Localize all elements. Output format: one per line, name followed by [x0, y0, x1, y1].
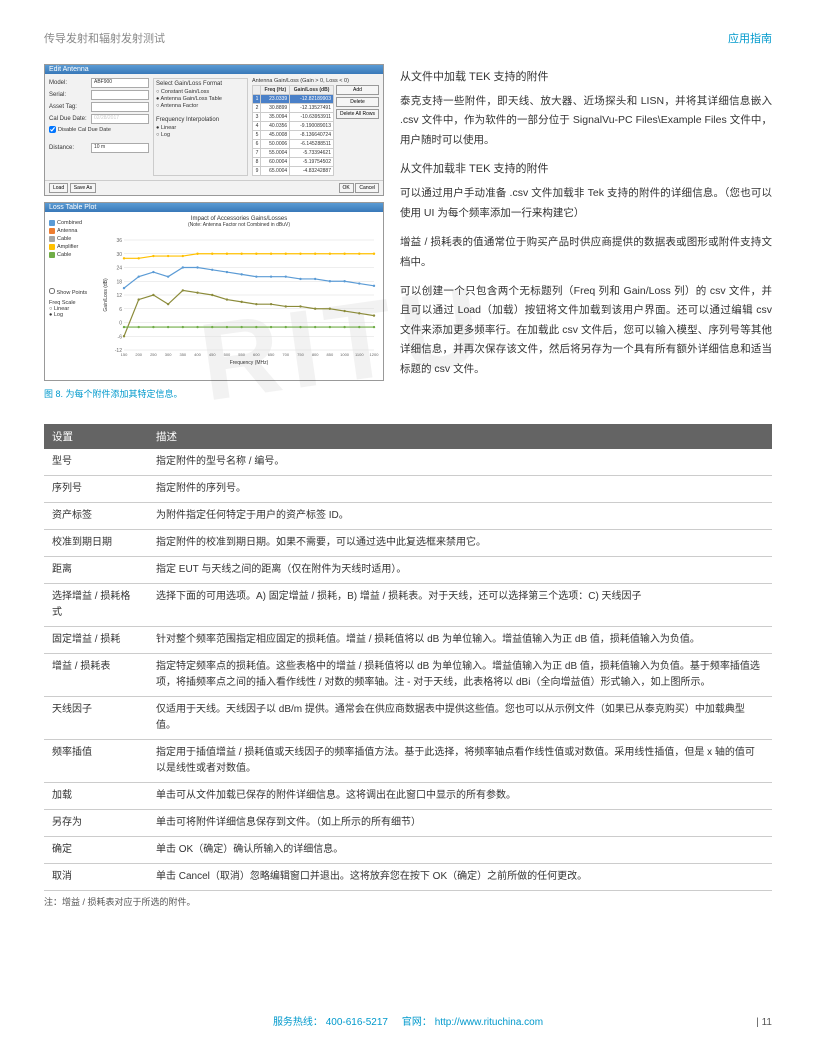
- add-button[interactable]: Add: [336, 85, 379, 95]
- edit-antenna-dialog: Edit Antenna Model:ABF900 Serial: Asset …: [44, 64, 384, 196]
- svg-text:650: 650: [268, 352, 275, 357]
- header-right: 应用指南: [728, 30, 772, 46]
- chart-legend: CombinedAntennaCableAmplifierCable Show …: [49, 216, 99, 376]
- cal-label: Cal Due Date:: [49, 116, 91, 122]
- asset-input[interactable]: [91, 102, 149, 112]
- table-row: 资产标签为附件指定任何特定于用户的资产标签 ID。: [44, 503, 772, 530]
- svg-text:1000: 1000: [340, 352, 350, 357]
- opt-linear[interactable]: ● Linear: [156, 125, 245, 131]
- delete-all-button[interactable]: Delete All Rows: [336, 109, 379, 119]
- table-row: 加载单击可从文件加载已保存的附件详细信息。这将调出在此窗口中显示的所有参数。: [44, 783, 772, 810]
- page-footer: 服务热线： 400-616-5217 官网： http://www.rituch…: [0, 1013, 816, 1028]
- opt-log[interactable]: ○ Log: [156, 132, 245, 138]
- svg-text:30: 30: [116, 252, 122, 258]
- svg-text:200: 200: [135, 352, 142, 357]
- distance-label: Distance:: [49, 145, 91, 151]
- gain-section-title: Select Gain/Loss Format: [156, 81, 245, 87]
- footer-url[interactable]: http://www.rituchina.com: [435, 1017, 543, 1028]
- distance-input[interactable]: 10 m: [91, 143, 149, 153]
- table-row: 确定单击 OK（确定）确认所输入的详细信息。: [44, 837, 772, 864]
- svg-text:750: 750: [297, 352, 304, 357]
- svg-text:350: 350: [179, 352, 186, 357]
- paragraph: 泰克支持一些附件，即天线、放大器、近场探头和 LISN，并将其详细信息嵌入 .c…: [400, 92, 772, 150]
- table-row: 另存为单击可将附件详细信息保存到文件。（如上所示的所有细节）: [44, 810, 772, 837]
- table-row: 天线因子仅适用于天线。天线因子以 dB/m 提供。通常会在供应商数据表中提供这些…: [44, 697, 772, 740]
- opt-constant[interactable]: ○ Constant Gain/Loss: [156, 89, 245, 95]
- svg-text:0: 0: [119, 321, 122, 327]
- save-button[interactable]: Save As: [70, 183, 96, 193]
- chart-caption: Impact of Accessories Gains/Losses(Note:…: [99, 216, 379, 228]
- load-button[interactable]: Load: [49, 183, 68, 193]
- svg-text:18: 18: [116, 279, 122, 285]
- asset-label: Asset Tag:: [49, 104, 91, 110]
- paragraph: 增益 / 损耗表的值通常位于购买产品时供应商提供的数据表或图形或附件支持文档中。: [400, 233, 772, 272]
- cal-input[interactable]: 02/28/2017: [91, 114, 149, 124]
- paragraph: 可以通过用户手动准备 .csv 文件加载非 Tek 支持的附件的详细信息。（您也…: [400, 184, 772, 223]
- cancel-button[interactable]: Cancel: [355, 183, 379, 193]
- table-row: 序列号指定附件的序列号。: [44, 476, 772, 503]
- table-note: 注：增益 / 损耗表对应于所选的附件。: [44, 895, 772, 908]
- footer-phone: 400-616-5217: [326, 1017, 388, 1028]
- svg-text:150: 150: [121, 352, 128, 357]
- svg-text:24: 24: [116, 266, 122, 272]
- serial-input[interactable]: [91, 90, 149, 100]
- svg-text:1100: 1100: [355, 352, 364, 357]
- serial-label: Serial:: [49, 92, 91, 98]
- svg-text:300: 300: [165, 352, 172, 357]
- dialog-title: Edit Antenna: [45, 65, 383, 74]
- svg-text:250: 250: [150, 352, 157, 357]
- table-row: 固定增益 / 损耗针对整个频率范围指定相应固定的损耗值。增益 / 损耗值将以 d…: [44, 627, 772, 654]
- svg-text:36: 36: [116, 238, 122, 244]
- svg-text:Gain/Loss (dB): Gain/Loss (dB): [103, 278, 109, 312]
- page-number: | 11: [756, 1017, 772, 1028]
- svg-text:12: 12: [116, 293, 122, 299]
- delete-button[interactable]: Delete: [336, 97, 379, 107]
- svg-text:Frequency (MHz): Frequency (MHz): [230, 360, 269, 366]
- gain-table[interactable]: Freq (Hz)Gain/Loss (dB) 123.0339-12.8218…: [252, 85, 334, 176]
- chart-title: Loss Table Plot: [45, 203, 383, 212]
- model-input[interactable]: ABF900: [91, 78, 149, 88]
- svg-text:600: 600: [253, 352, 260, 357]
- table-row: 校准到期日期指定附件的校准到期日期。如果不需要，可以通过选中此复选框来禁用它。: [44, 530, 772, 557]
- opt-factor[interactable]: ○ Antenna Factor: [156, 103, 245, 109]
- header-left: 传导发射和辐射发射测试: [44, 30, 165, 46]
- disable-cal-label: Disable Cal Due Date: [58, 127, 111, 133]
- model-label: Model:: [49, 80, 91, 86]
- loss-chart-dialog: Loss Table Plot CombinedAntennaCableAmpl…: [44, 202, 384, 381]
- table-row: 距离指定 EUT 与天线之间的距离（仅在附件为天线时适用）。: [44, 557, 772, 584]
- show-points-checkbox[interactable]: Show Points: [49, 290, 87, 296]
- section-title-2: 从文件加载非 TEK 支持的附件: [400, 160, 772, 176]
- opt-table[interactable]: ● Antenna Gain/Loss Table: [156, 96, 245, 102]
- freq-section-title: Frequency Interpolation: [156, 117, 245, 123]
- svg-text:500: 500: [224, 352, 231, 357]
- chart-svg: -12-606121824303615020025030035040045050…: [99, 230, 379, 370]
- table-row: 型号指定附件的型号名称 / 编号。: [44, 449, 772, 476]
- figure-caption: 图 8. 为每个附件添加其特定信息。: [44, 387, 384, 400]
- svg-text:450: 450: [209, 352, 216, 357]
- svg-text:-6: -6: [118, 334, 123, 340]
- svg-text:400: 400: [194, 352, 201, 357]
- table-title: Antenna Gain/Loss (Gain > 0, Loss < 0): [252, 78, 379, 84]
- table-row: 增益 / 损耗表指定特定频率点的损耗值。这些表格中的增益 / 损耗值将以 dB …: [44, 654, 772, 697]
- table-row: 选择增益 / 损耗格式选择下面的可用选项。A) 固定增益 / 损耗，B) 增益 …: [44, 584, 772, 627]
- ok-button[interactable]: OK: [339, 183, 354, 193]
- paragraph: 可以创建一个只包含两个无标题列（Freq 列和 Gain/Loss 列）的 cs…: [400, 282, 772, 379]
- table-row: 取消单击 Cancel（取消）忽略编辑窗口并退出。这将放弃您在按下 OK（确定）…: [44, 864, 772, 891]
- svg-text:1200: 1200: [370, 352, 379, 357]
- scale-log[interactable]: ● Log: [49, 312, 63, 318]
- svg-text:6: 6: [119, 307, 122, 313]
- section-title-1: 从文件中加载 TEK 支持的附件: [400, 68, 772, 84]
- disable-cal-checkbox[interactable]: [49, 126, 56, 133]
- svg-text:550: 550: [238, 352, 245, 357]
- settings-table: 设置描述 型号指定附件的型号名称 / 编号。序列号指定附件的序列号。资产标签为附…: [44, 424, 772, 891]
- svg-text:800: 800: [312, 352, 319, 357]
- table-row: 频率插值指定用于插值增益 / 损耗值或天线因子的频率插值方法。基于此选择，将频率…: [44, 740, 772, 783]
- svg-text:700: 700: [282, 352, 289, 357]
- svg-text:850: 850: [327, 352, 334, 357]
- page-header: 传导发射和辐射发射测试 应用指南: [44, 30, 772, 46]
